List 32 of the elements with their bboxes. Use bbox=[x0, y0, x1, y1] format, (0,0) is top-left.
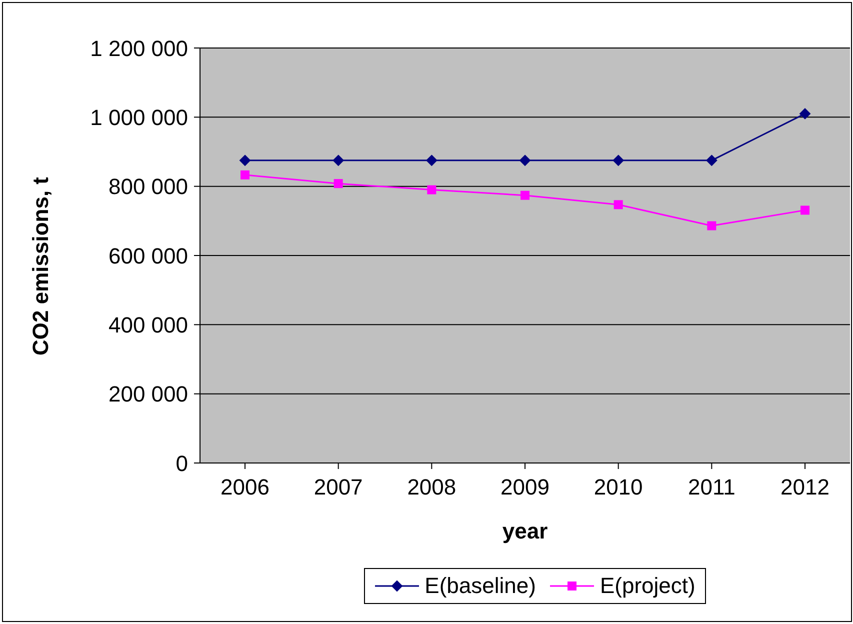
y-axis-title: CO2 emissions, t bbox=[28, 176, 53, 356]
legend-label: E(project) bbox=[598, 573, 696, 599]
x-tick-label: 2007 bbox=[314, 474, 363, 500]
point bbox=[240, 170, 250, 180]
point bbox=[334, 179, 343, 188]
point bbox=[427, 185, 436, 194]
y-tick-label: 800 000 bbox=[108, 174, 188, 200]
point bbox=[240, 154, 250, 166]
point bbox=[800, 108, 810, 120]
point bbox=[707, 221, 716, 230]
legend-label: E(baseline) bbox=[424, 573, 536, 599]
x-tick-label: 2012 bbox=[780, 474, 830, 500]
x-tick-label: 2009 bbox=[500, 474, 550, 500]
y-tick-label: 0 bbox=[176, 450, 188, 476]
y-tick-label: 400 000 bbox=[108, 312, 188, 338]
y-tick-label: 1 000 000 bbox=[90, 104, 188, 130]
point bbox=[426, 154, 438, 166]
x-tick-label: 2008 bbox=[407, 474, 456, 500]
y-tick-label: 1 200 000 bbox=[90, 36, 188, 61]
point bbox=[332, 154, 344, 166]
point bbox=[520, 154, 530, 166]
x-axis-title: year bbox=[502, 518, 548, 544]
x-tick-label: 2011 bbox=[688, 474, 736, 500]
point bbox=[520, 190, 530, 200]
x-tick-label: 2006 bbox=[220, 474, 270, 500]
point bbox=[706, 154, 718, 166]
point bbox=[800, 206, 810, 215]
point bbox=[612, 154, 624, 166]
y-tick-label: 200 000 bbox=[108, 382, 188, 407]
point bbox=[614, 200, 623, 210]
x-tick-label: 2010 bbox=[594, 474, 643, 500]
y-tick-label: 600 000 bbox=[108, 243, 188, 268]
